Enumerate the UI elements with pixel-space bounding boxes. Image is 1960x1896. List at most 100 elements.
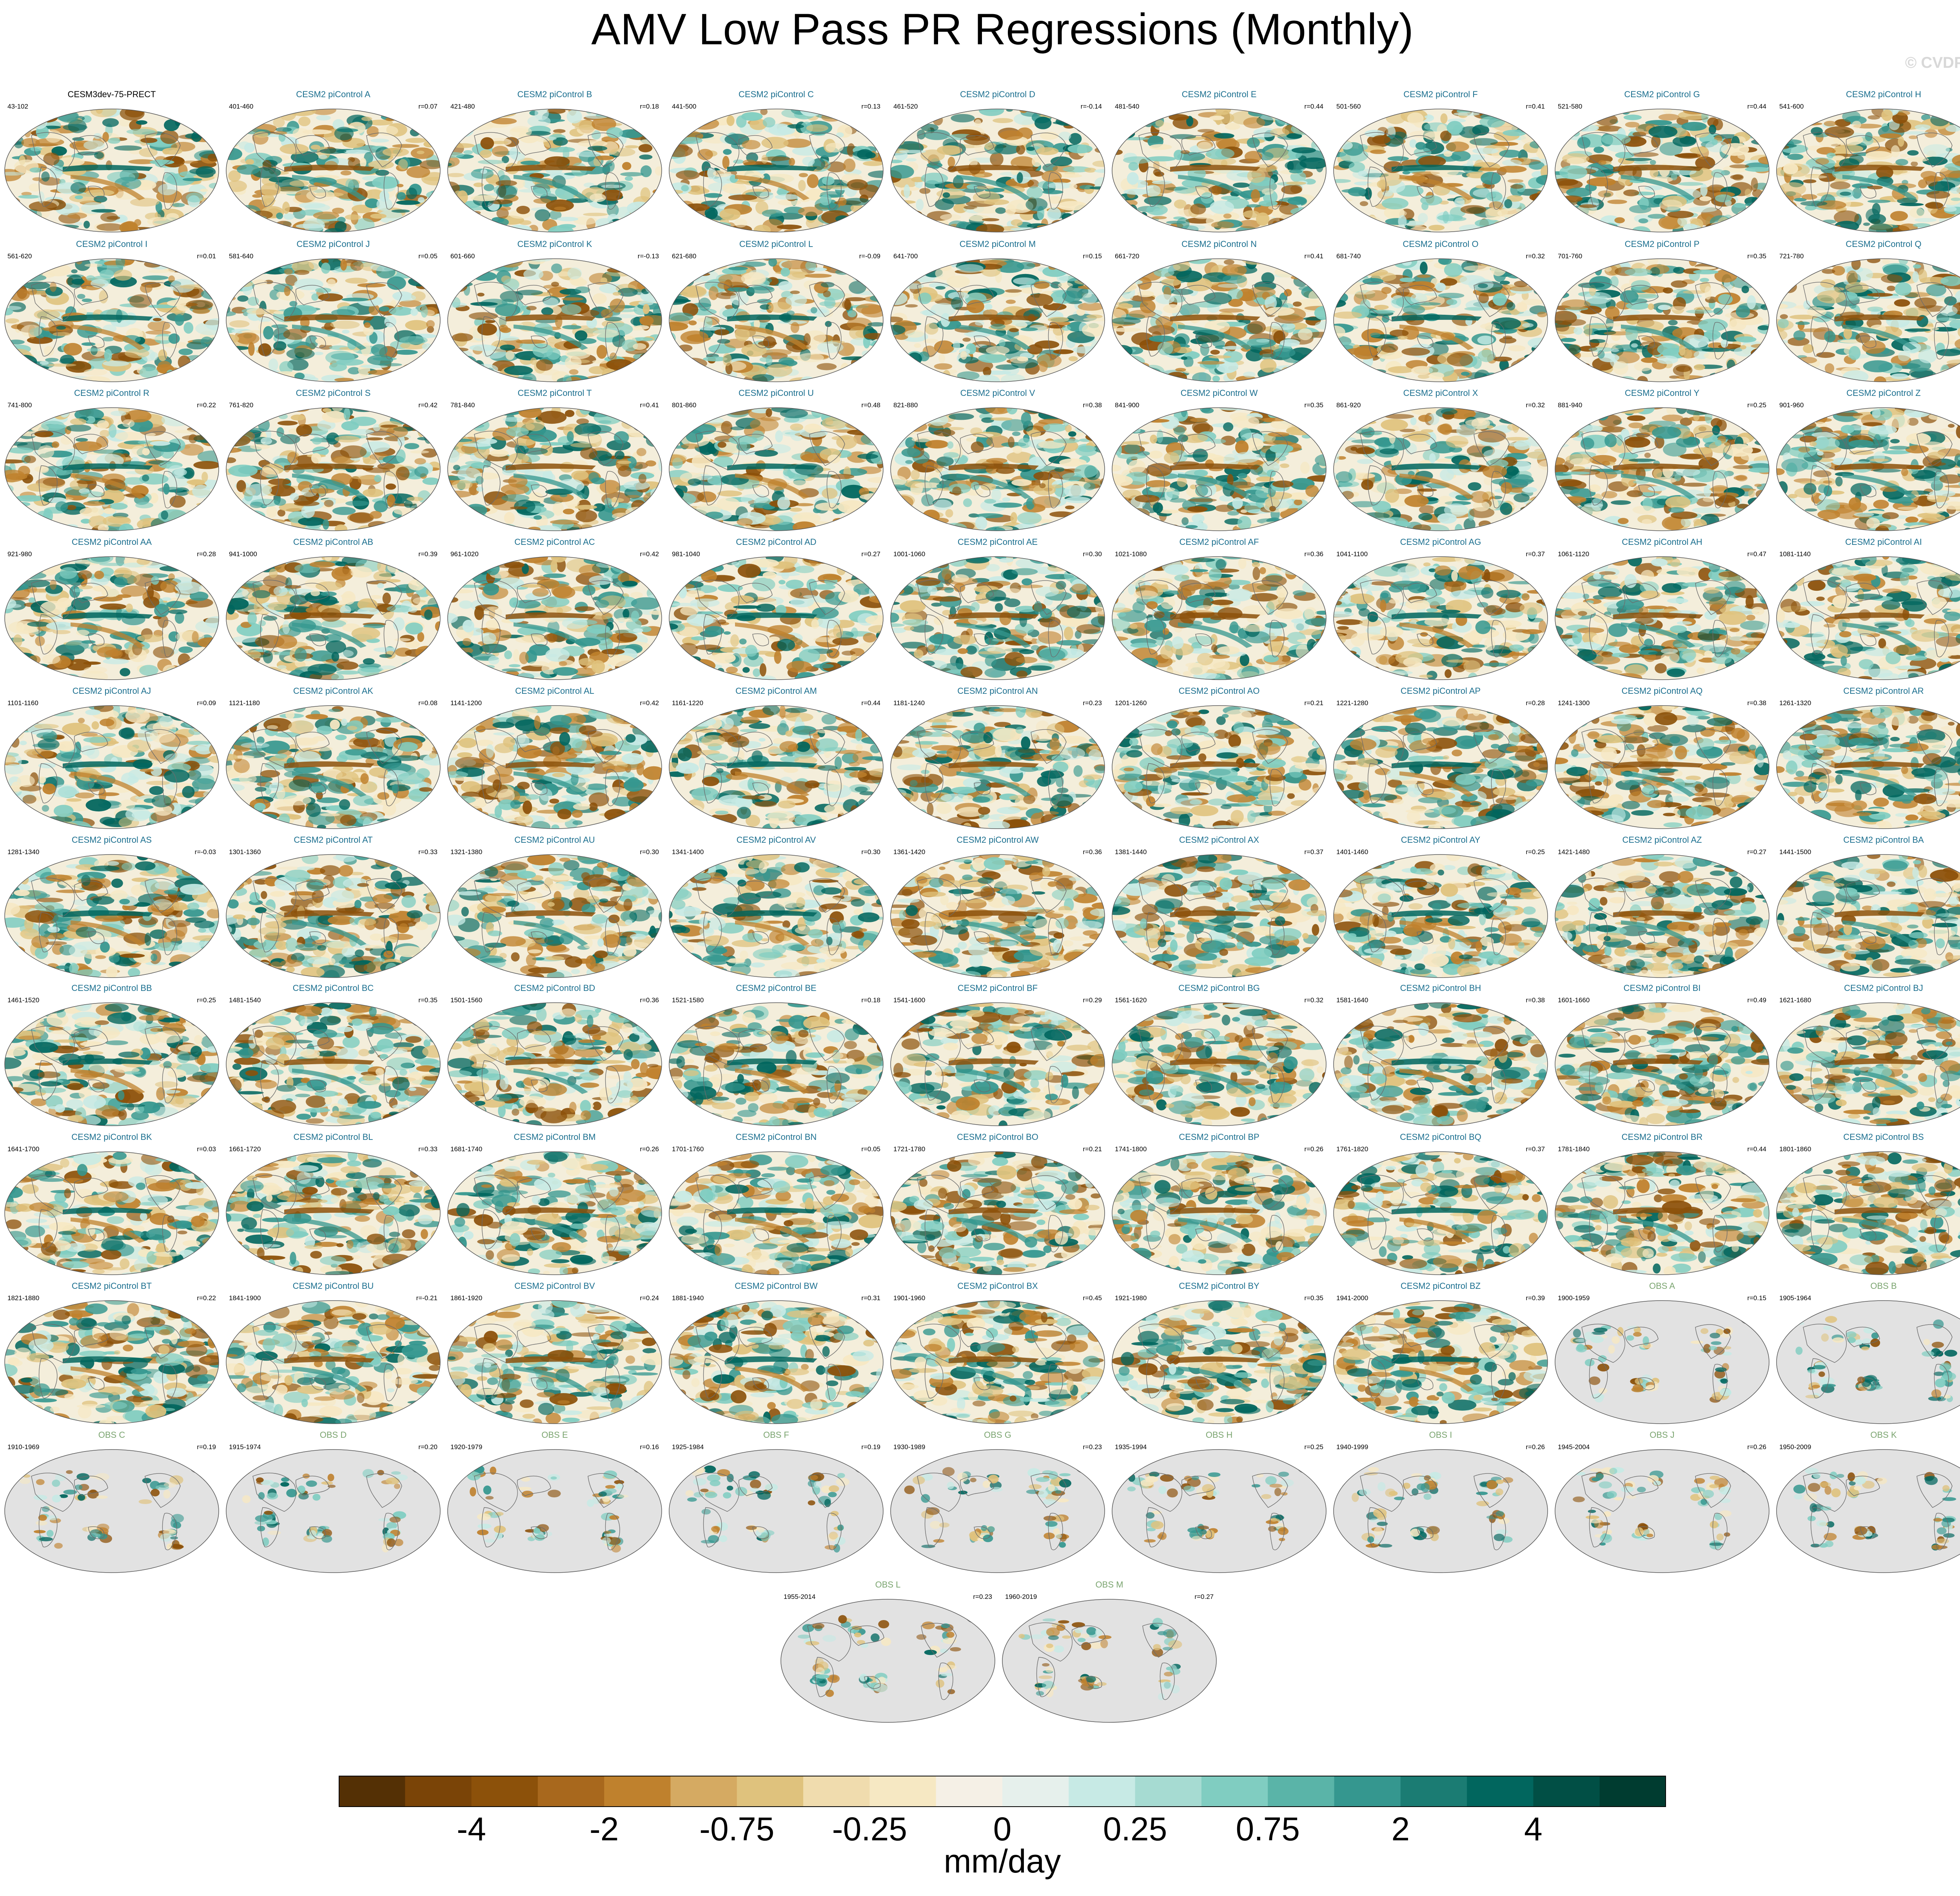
field-blob <box>1099 280 1105 289</box>
field-blob <box>314 352 323 355</box>
field-blob <box>484 229 503 232</box>
field-blob <box>1428 225 1445 231</box>
precip-regression-map <box>226 109 441 232</box>
field-blob <box>693 270 701 278</box>
field-blob <box>1614 217 1625 223</box>
field-blob <box>367 355 393 365</box>
field-blob <box>286 348 315 360</box>
field-blob <box>114 145 142 151</box>
field-blob <box>719 209 741 220</box>
field-blob <box>448 228 466 232</box>
field-blob <box>294 270 310 275</box>
field-blob <box>1138 226 1167 231</box>
field-blob <box>845 112 861 123</box>
field-blob <box>96 109 103 114</box>
precip-regression-map <box>890 109 1105 232</box>
field-blob <box>675 227 701 232</box>
field-blob <box>688 225 715 232</box>
field-blob <box>1478 293 1489 303</box>
field-blob <box>673 376 692 382</box>
field-blob <box>1737 210 1756 219</box>
field-blob <box>741 272 766 285</box>
field-blob <box>163 259 190 267</box>
field-blob <box>1067 372 1078 380</box>
field-blob <box>1530 272 1539 282</box>
field-blob <box>1261 272 1275 284</box>
field-blob <box>687 264 708 272</box>
field-blob <box>1210 350 1220 355</box>
field-blob <box>1344 368 1352 371</box>
field-blob <box>698 298 711 311</box>
field-blob <box>38 370 56 382</box>
field-blob <box>904 330 924 338</box>
coastline-2 <box>1846 135 1880 156</box>
field-blob <box>237 362 255 368</box>
field-blob <box>237 263 261 274</box>
field-blob <box>1673 267 1685 274</box>
coastline-3 <box>1417 186 1434 199</box>
field-blob <box>876 216 883 230</box>
field-blob <box>973 191 1000 204</box>
field-blob <box>777 199 801 206</box>
field-blob <box>63 343 82 356</box>
field-blob <box>1628 145 1642 154</box>
field-blob <box>1676 366 1691 372</box>
field-blob <box>681 185 689 192</box>
coastline-3 <box>1195 186 1212 199</box>
field-blob <box>860 109 881 112</box>
field-blob <box>1112 264 1130 269</box>
field-blob <box>1715 194 1732 202</box>
field-blob <box>1444 263 1463 277</box>
field-blob <box>238 141 250 150</box>
field-blob <box>868 171 883 178</box>
field-blob <box>1909 207 1925 218</box>
field-blob <box>1026 147 1035 151</box>
field-blob <box>1499 281 1510 285</box>
field-blob <box>1565 231 1590 232</box>
field-blob <box>1170 134 1196 139</box>
field-blob <box>891 207 907 218</box>
field-blob <box>805 261 817 271</box>
field-blob <box>1507 179 1524 183</box>
field-blob <box>426 275 440 285</box>
field-blob <box>1723 109 1737 116</box>
field-blob <box>1311 274 1326 288</box>
field-blob <box>1364 259 1375 267</box>
field-blob <box>5 259 25 263</box>
field-blob <box>1834 210 1859 225</box>
coastline-4 <box>145 132 181 167</box>
field-blob <box>7 414 30 424</box>
field-blob <box>588 145 608 151</box>
field-blob <box>526 306 537 310</box>
field-blob <box>1155 120 1164 127</box>
field-blob <box>810 307 817 314</box>
field-blob <box>457 220 483 224</box>
field-blob <box>956 264 984 273</box>
field-blob <box>673 366 697 377</box>
field-blob <box>13 109 38 123</box>
field-blob <box>1283 259 1304 266</box>
field-blob <box>623 268 637 272</box>
field-blob <box>370 263 397 272</box>
spcz-band <box>292 175 367 200</box>
field-blob <box>1112 317 1141 325</box>
field-blob <box>1342 109 1366 114</box>
field-blob <box>1940 369 1957 376</box>
field-blob <box>557 217 579 221</box>
panel-title: CESM2 piControl K <box>445 239 664 249</box>
field-blob <box>1118 259 1129 263</box>
panel-years: 441-500 <box>672 103 696 111</box>
panel-years: 521-580 <box>1558 103 1582 111</box>
field-blob <box>360 158 367 168</box>
field-blob <box>1895 159 1908 166</box>
field-blob <box>851 376 859 379</box>
field-blob <box>1935 109 1960 119</box>
field-blob <box>341 298 369 301</box>
field-blob <box>1197 142 1212 152</box>
field-blob <box>150 109 163 112</box>
field-blob <box>1538 117 1548 122</box>
field-blob <box>492 145 509 157</box>
map-panel: CESM2 piControl N 661-720 r=0.41 <box>1109 239 1329 386</box>
field-blob <box>708 286 719 300</box>
field-blob <box>459 268 483 275</box>
